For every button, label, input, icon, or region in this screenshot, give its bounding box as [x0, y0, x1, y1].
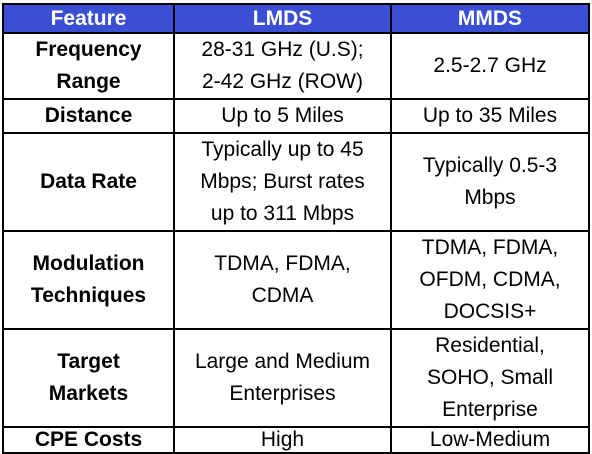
header-lmds: LMDS	[173, 3, 392, 34]
mmds-line: Up to 35 Miles	[422, 104, 558, 127]
mmds-cell: Typically 0.5-3 Mbps	[390, 132, 590, 232]
lmds-cell: Large and Medium Enterprises	[173, 328, 392, 428]
feature-cell: Distance	[2, 98, 175, 134]
feature-line: Target	[57, 350, 120, 373]
table-row: CPE Costs High Low-Medium	[2, 426, 590, 454]
lmds-cell: 28-31 GHz (U.S); 2-42 GHz (ROW)	[173, 32, 392, 100]
mmds-cell: 2.5-2.7 GHz	[390, 32, 590, 100]
mmds-cell: Low-Medium	[390, 426, 590, 454]
mmds-cell: TDMA, FDMA, OFDM, CDMA, DOCSIS+	[390, 230, 590, 330]
table-row: Target Markets Large and Medium Enterpri…	[2, 328, 590, 428]
mmds-line: Mbps	[464, 186, 516, 209]
mmds-line: Low-Medium	[429, 428, 551, 451]
mmds-line: Enterprise	[442, 398, 538, 421]
lmds-line: TDMA, FDMA,	[214, 252, 351, 275]
feature-cell: Modulation Techniques	[2, 230, 175, 330]
mmds-line: DOCSIS+	[443, 300, 537, 323]
lmds-line: Enterprises	[229, 382, 336, 405]
feature-line: CPE Costs	[34, 428, 143, 451]
feature-cell: Data Rate	[2, 132, 175, 232]
lmds-line: Typically up to 45	[201, 138, 364, 161]
header-mmds: MMDS	[390, 3, 590, 34]
feature-cell: Target Markets	[2, 328, 175, 428]
feature-line: Data Rate	[40, 170, 137, 193]
mmds-line: TDMA, FDMA,	[421, 236, 559, 259]
feature-cell: CPE Costs	[2, 426, 175, 454]
mmds-line: Residential,	[435, 334, 545, 357]
mmds-cell: Up to 35 Miles	[390, 98, 590, 134]
lmds-line: up to 311 Mbps	[210, 202, 355, 225]
lmds-cell: Up to 5 Miles	[173, 98, 392, 134]
feature-line: Frequency	[35, 38, 142, 61]
feature-line: Modulation	[32, 252, 145, 275]
feature-cell: Frequency Range	[2, 32, 175, 100]
lmds-line: CDMA	[251, 284, 314, 307]
mmds-cell: Residential, SOHO, Small Enterprise	[390, 328, 590, 428]
lmds-line: Large and Medium	[194, 350, 371, 373]
lmds-line: 28-31 GHz (U.S);	[201, 38, 364, 61]
lmds-cell: High	[173, 426, 392, 454]
mmds-line: Typically 0.5-3	[422, 154, 558, 177]
table-row: Distance Up to 5 Miles Up to 35 Miles	[2, 98, 590, 134]
table-row: Frequency Range 28-31 GHz (U.S); 2-42 GH…	[2, 32, 590, 100]
header-feature: Feature	[2, 3, 175, 34]
lmds-line: High	[260, 428, 305, 451]
mmds-line: OFDM, CDMA,	[419, 268, 561, 291]
lmds-line: 2-42 GHz (ROW)	[201, 70, 363, 93]
feature-line: Distance	[44, 104, 133, 127]
table-row: Modulation Techniques TDMA, FDMA, CDMA T…	[2, 230, 590, 330]
feature-line: Markets	[48, 382, 129, 405]
comparison-table: Feature LMDS MMDS Frequency Range 28-31 …	[2, 3, 590, 454]
table-row: Data Rate Typically up to 45 Mbps; Burst…	[2, 132, 590, 232]
mmds-line: 2.5-2.7 GHz	[433, 54, 547, 77]
header-row: Feature LMDS MMDS	[2, 3, 590, 34]
mmds-line: SOHO, Small	[426, 366, 554, 389]
lmds-cell: TDMA, FDMA, CDMA	[173, 230, 392, 330]
lmds-cell: Typically up to 45 Mbps; Burst rates up …	[173, 132, 392, 232]
lmds-line: Up to 5 Miles	[221, 104, 344, 127]
feature-line: Range	[56, 70, 121, 93]
feature-line: Techniques	[30, 284, 147, 307]
lmds-line: Mbps; Burst rates	[200, 170, 365, 193]
